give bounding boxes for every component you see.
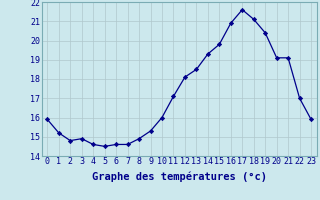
X-axis label: Graphe des températures (°c): Graphe des températures (°c) [92, 172, 267, 182]
